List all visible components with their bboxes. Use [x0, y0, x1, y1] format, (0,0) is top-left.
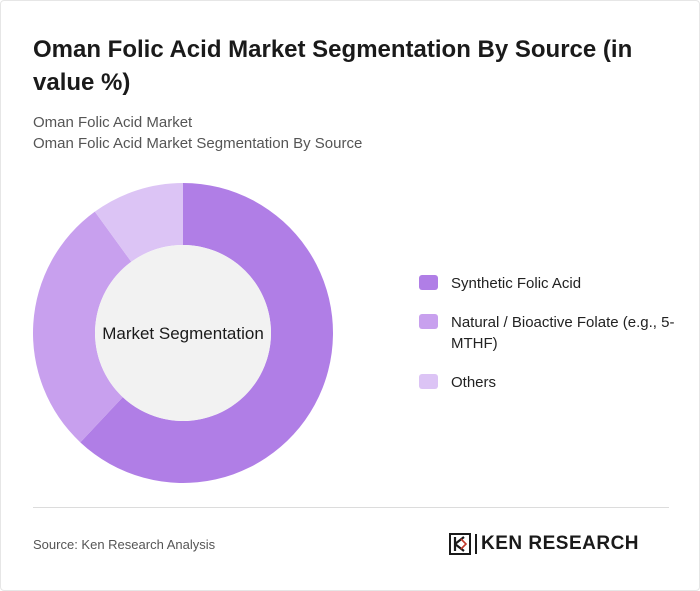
logo-separator [475, 534, 477, 554]
legend-swatch [419, 314, 438, 329]
footer-divider [33, 507, 669, 508]
donut-slice-1 [80, 183, 333, 483]
donut-slice-2 [32, 211, 132, 443]
donut-chart: Market Segmentation [32, 183, 333, 483]
chart-title: Oman Folic Acid Market Segmentation By S… [33, 36, 633, 96]
legend-item-1: Synthetic Folic Acid [419, 273, 679, 294]
legend-label: Natural / Bioactive Folate (e.g., 5-MTHF… [451, 314, 675, 352]
logo-wordmark: KEN RESEARCH [481, 533, 640, 554]
legend-swatch [419, 374, 438, 389]
legend-item-2: Natural / Bioactive Folate (e.g., 5-MTHF… [419, 312, 679, 354]
chart-subtitle-segmentation: Oman Folic Acid Market Segmentation By S… [33, 135, 363, 152]
donut-center [95, 245, 271, 421]
donut-slice-3 [94, 183, 183, 262]
donut-center-label: Market Segmentation [102, 324, 264, 343]
ken-research-logo: KEN RESEARCH [449, 532, 639, 556]
chart-legend: Synthetic Folic Acid Natural / Bioactive … [419, 273, 679, 411]
legend-label: Synthetic Folic Acid [451, 275, 582, 292]
legend-swatch [419, 275, 438, 290]
source-note: Source: Ken Research Analysis [33, 537, 216, 552]
ken-research-logo-icon [449, 533, 471, 555]
legend-label: Others [451, 374, 497, 391]
legend-item-3: Others [419, 372, 679, 393]
chart-subtitle-market: Oman Folic Acid Market [33, 114, 193, 131]
